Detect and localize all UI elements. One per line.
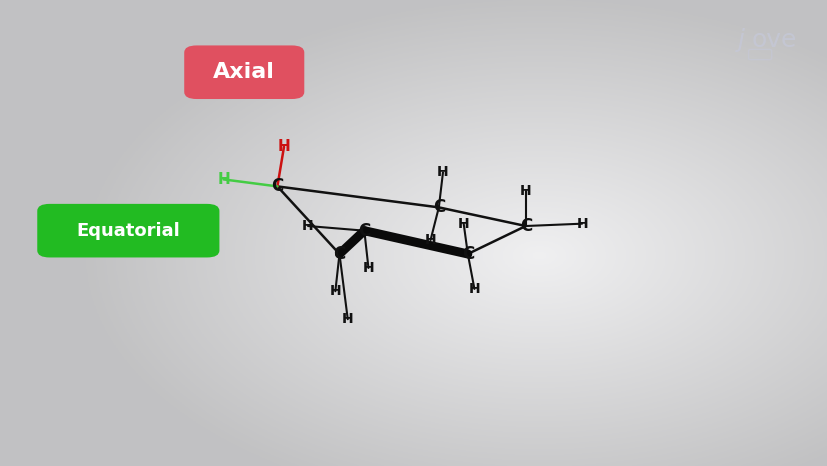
Text: H: H	[362, 261, 374, 275]
Text: Equatorial: Equatorial	[76, 222, 180, 240]
Text: H: H	[277, 139, 290, 154]
Text: C: C	[461, 245, 473, 263]
Text: ove: ove	[751, 27, 796, 52]
Text: C: C	[519, 217, 531, 235]
Text: H: H	[302, 219, 313, 233]
Text: C: C	[271, 178, 283, 195]
FancyBboxPatch shape	[37, 204, 219, 257]
Text: H: H	[424, 233, 436, 247]
Text: H: H	[329, 284, 341, 298]
Text: H: H	[576, 217, 587, 231]
Text: C: C	[358, 222, 370, 240]
FancyBboxPatch shape	[184, 46, 304, 99]
Text: C: C	[433, 199, 444, 216]
Text: C: C	[333, 245, 345, 263]
Text: H: H	[519, 184, 531, 198]
Text: H: H	[342, 312, 353, 326]
Text: H: H	[457, 217, 469, 231]
Text: H: H	[468, 282, 480, 296]
Text: Axial: Axial	[213, 62, 275, 82]
Text: H: H	[437, 165, 448, 179]
Text: j: j	[737, 27, 743, 52]
Text: H: H	[217, 172, 230, 187]
